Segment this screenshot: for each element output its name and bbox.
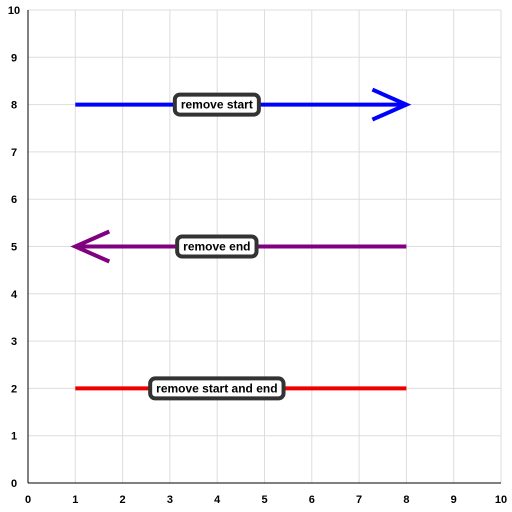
label-box (148, 376, 286, 401)
y-tick-label: 10 (8, 5, 20, 17)
y-tick-label: 5 (11, 242, 17, 254)
x-tick-label: 5 (261, 494, 267, 506)
y-tick-label: 0 (11, 478, 17, 490)
label-box (172, 92, 261, 117)
x-tick-label: 6 (309, 494, 315, 506)
line-labels: remove start remove end remove start and… (148, 92, 286, 401)
axes (27, 10, 501, 484)
tick-labels: 0 1 2 3 4 5 6 7 8 9 10 1 2 3 4 5 6 7 8 9 10 0 (8, 5, 507, 506)
y-tick-label: 9 (11, 52, 17, 64)
arrowhead-start (70, 229, 111, 264)
x-tick-label: 7 (356, 494, 362, 506)
label-remove-start-and-end[interactable]: remove start and end (148, 376, 286, 401)
y-tick-label: 3 (11, 336, 17, 348)
x-tick-label: 0 (25, 494, 31, 506)
x-tick-label: 8 (403, 494, 409, 506)
x-tick-label: 9 (451, 494, 457, 506)
label-text: remove start (181, 98, 253, 112)
x-tick-label: 3 (167, 494, 173, 506)
x-tick-label: 1 (72, 494, 78, 506)
label-remove-start[interactable]: remove start (172, 92, 261, 117)
y-tick-label: 6 (11, 194, 17, 206)
x-tick-label: 10 (495, 494, 507, 506)
label-box (175, 234, 259, 259)
y-tick-label: 2 (11, 383, 17, 395)
arrowhead-end (371, 87, 412, 122)
y-tick-label: 8 (11, 100, 17, 112)
label-remove-end[interactable]: remove end (175, 234, 259, 259)
y-tick-label: 7 (11, 147, 17, 159)
label-text: remove start and end (156, 381, 277, 395)
label-text: remove end (183, 240, 250, 254)
x-tick-label: 4 (214, 494, 221, 506)
y-tick-label: 4 (11, 289, 18, 301)
y-tick-label: 1 (11, 431, 17, 443)
x-tick-label: 2 (120, 494, 126, 506)
